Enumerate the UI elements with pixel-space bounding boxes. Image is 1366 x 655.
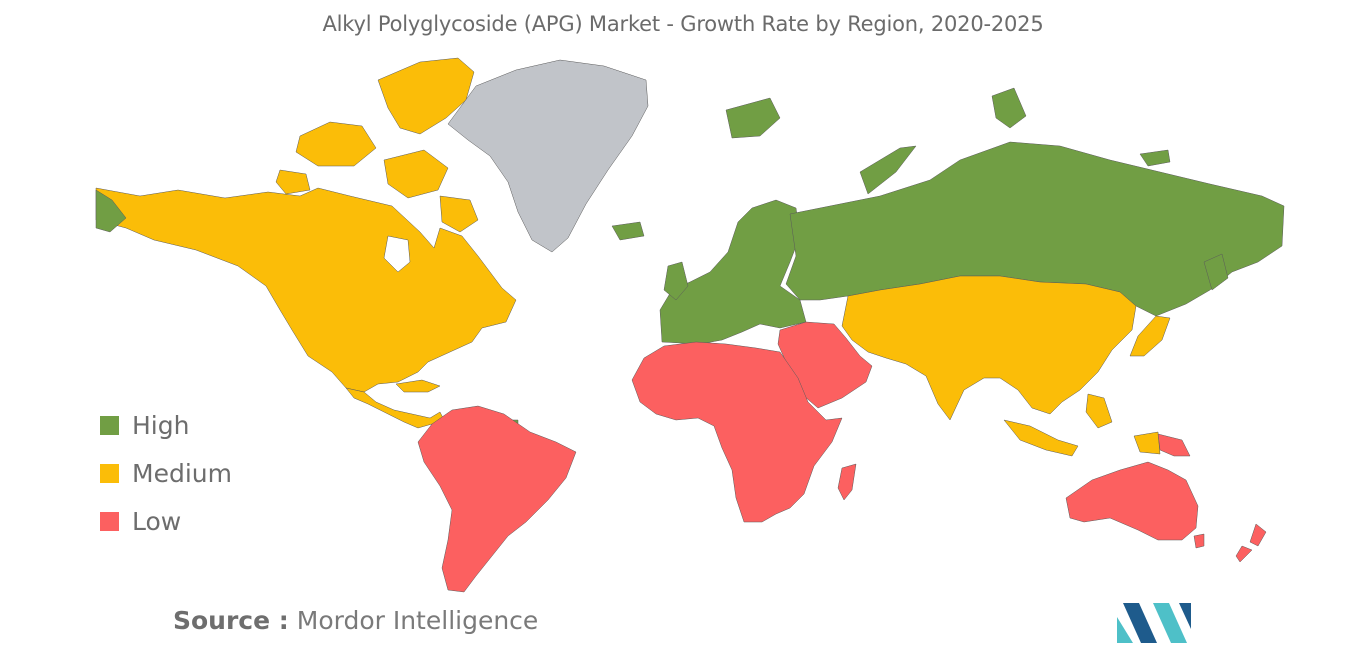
legend-label: High	[132, 410, 190, 440]
region-greenland	[447, 59, 649, 253]
region-europe	[611, 97, 807, 345]
mordor-intelligence-logo	[1117, 603, 1191, 643]
legend-swatch-low	[100, 511, 119, 531]
chart-title: Alkyl Polyglycoside (APG) Market - Growt…	[322, 12, 1044, 36]
logo-shape-1	[1117, 617, 1133, 643]
region-africa	[631, 341, 857, 523]
region-pacific-islands	[1157, 433, 1191, 457]
source-label: Source :	[173, 606, 289, 635]
legend-label: Low	[132, 506, 182, 536]
logo-shape-3	[1153, 603, 1187, 643]
source-value: Mordor Intelligence	[296, 606, 539, 635]
legend-swatch-medium	[100, 463, 119, 483]
region-south-america	[417, 405, 577, 593]
legend-item-low: Low	[100, 506, 181, 536]
logo-shape-4	[1179, 603, 1191, 629]
region-asia-pacific	[841, 275, 1171, 457]
logo-shape-2	[1123, 603, 1157, 643]
source-line: Source : Mordor Intelligence	[173, 606, 538, 635]
legend-swatch-high	[100, 415, 119, 435]
region-north-america	[95, 57, 517, 393]
region-australia-new-zealand	[1065, 461, 1267, 563]
legend-label: Medium	[132, 458, 232, 488]
legend-item-medium: Medium	[100, 458, 232, 488]
legend-item-high: High	[100, 410, 189, 440]
